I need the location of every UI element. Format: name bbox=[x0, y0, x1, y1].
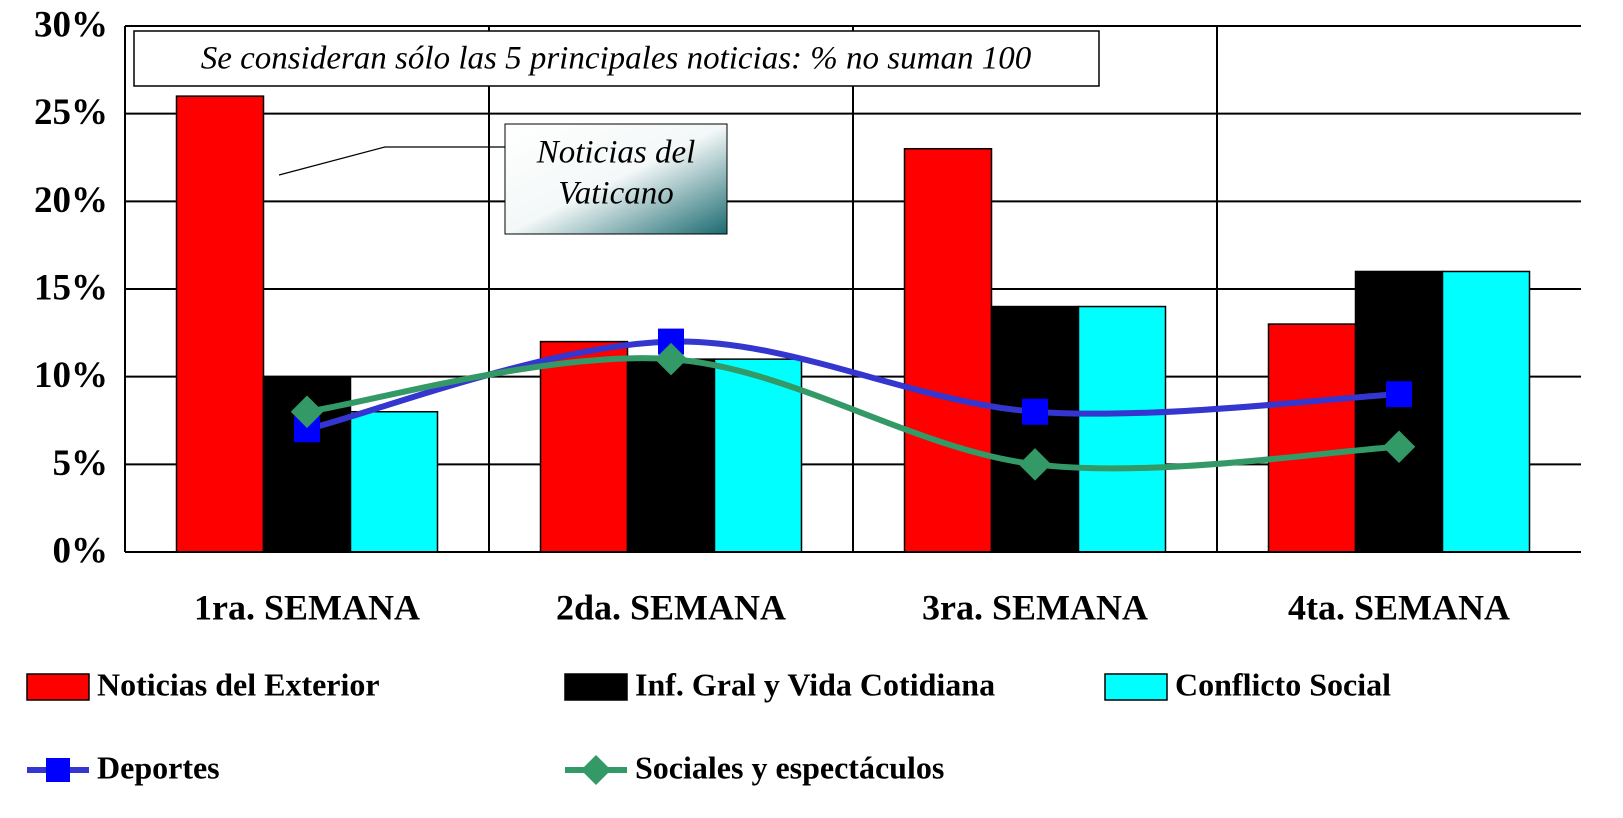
legend: Noticias del Exterior Inf. Gral y Vida Co… bbox=[26, 666, 1391, 785]
line bbox=[306, 355, 1400, 472]
x-tick-label: 3ra. SEMANA bbox=[922, 587, 1148, 627]
x-tick-label: 1ra. SEMANA bbox=[194, 587, 420, 627]
legend-swatch bbox=[1104, 673, 1168, 701]
legend-label: Sociales y espectáculos bbox=[635, 749, 944, 785]
callout-line: Vaticano bbox=[558, 176, 673, 212]
marker bbox=[1018, 448, 1052, 481]
bar bbox=[903, 147, 993, 553]
legend-swatch bbox=[26, 673, 90, 701]
marker bbox=[1386, 381, 1412, 408]
marker bbox=[581, 755, 611, 785]
x-tick-label: 4ta. SEMANA bbox=[1288, 587, 1510, 627]
axes: 0% 5% 10% 15% 20% 25% 30% 1ra. SEMANA 2da. SEMAN… bbox=[34, 4, 1581, 627]
y-tick-label: 0% bbox=[53, 530, 109, 571]
bar bbox=[1267, 323, 1357, 553]
bar bbox=[539, 340, 629, 553]
note: Se consideran sólo las 5 principales not… bbox=[201, 41, 1032, 77]
legend-swatch bbox=[564, 673, 628, 701]
y-tick-label: 15% bbox=[34, 267, 108, 308]
callout-box bbox=[504, 123, 728, 235]
y-tick-label: 10% bbox=[34, 355, 108, 396]
marker bbox=[1382, 430, 1416, 464]
y-tick-label: 25% bbox=[34, 92, 108, 133]
y-tick-label: 5% bbox=[53, 443, 109, 484]
bar bbox=[990, 305, 1080, 553]
bar bbox=[1077, 305, 1167, 553]
y-tick-label: 20% bbox=[34, 180, 108, 221]
bar bbox=[626, 358, 716, 553]
legend-label: Conflicto Social bbox=[1175, 666, 1391, 702]
legend-label: Noticias del Exterior bbox=[97, 666, 380, 702]
bar bbox=[713, 358, 803, 553]
legend-label: Deportes bbox=[97, 749, 220, 785]
bars bbox=[175, 95, 1531, 553]
x-tick-label: 2da. SEMANA bbox=[556, 587, 786, 627]
bar bbox=[175, 95, 265, 553]
note-box bbox=[133, 30, 1100, 87]
bar bbox=[1354, 270, 1444, 553]
bar bbox=[349, 410, 439, 553]
y-tick-label: 30% bbox=[34, 4, 108, 45]
legend-label: Inf. Gral y Vida Cotidiana bbox=[635, 666, 995, 702]
callout-leader bbox=[278, 146, 505, 176]
marker bbox=[1022, 398, 1048, 425]
marker bbox=[290, 395, 324, 428]
callout-line: Noticias del bbox=[536, 135, 696, 171]
marker bbox=[654, 342, 688, 376]
marker bbox=[46, 758, 70, 782]
lines bbox=[290, 328, 1416, 481]
bar bbox=[1441, 270, 1531, 553]
